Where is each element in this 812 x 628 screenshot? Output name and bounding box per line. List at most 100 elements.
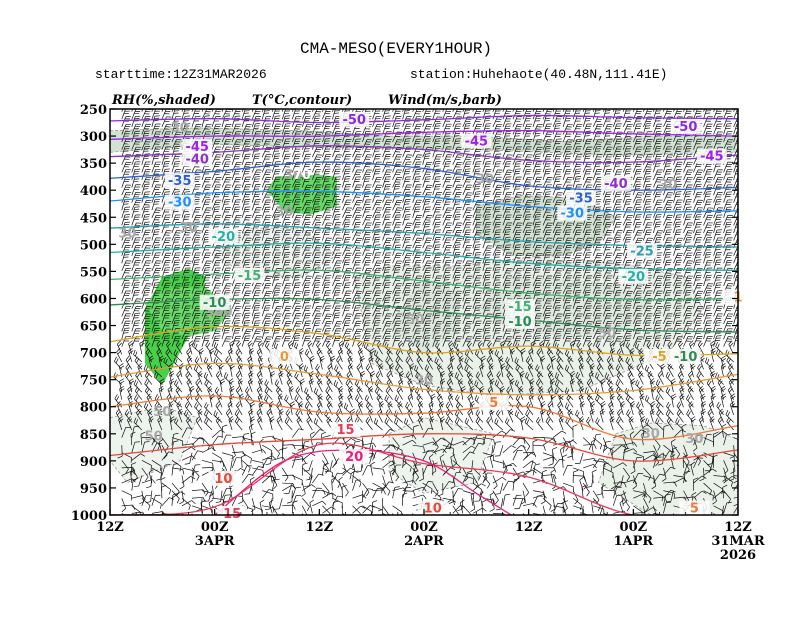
wind-barb bbox=[673, 109, 676, 112]
x-tick-label: 12Z bbox=[96, 520, 124, 535]
wind-barb bbox=[572, 109, 575, 112]
wind-barb bbox=[512, 116, 523, 127]
wind-barb bbox=[703, 139, 713, 150]
wind-barb bbox=[592, 131, 602, 143]
wind-barb bbox=[181, 109, 184, 112]
wind-barb bbox=[301, 109, 304, 112]
wind-barb bbox=[161, 124, 172, 135]
wind-barb bbox=[492, 116, 503, 128]
temp-contour-label: 5 bbox=[679, 500, 710, 517]
wind-barb bbox=[532, 109, 535, 112]
rh-contour-label: 30 bbox=[118, 227, 136, 242]
y-tick-label: 800 bbox=[80, 401, 107, 416]
wind-barb bbox=[362, 109, 364, 112]
wind-barb bbox=[141, 123, 152, 135]
wind-barb bbox=[171, 109, 180, 120]
y-tick-label: 300 bbox=[80, 130, 107, 145]
wind-barb bbox=[693, 109, 703, 120]
wind-barb bbox=[713, 131, 723, 143]
wind-barb bbox=[281, 115, 291, 127]
x-tick-label: 00Z bbox=[620, 520, 648, 535]
wind-barb bbox=[703, 109, 712, 120]
y-tick-label: 600 bbox=[80, 292, 107, 307]
station-label: station:Huhehaote(40.48N,111.41E) bbox=[410, 67, 667, 82]
wind-barb bbox=[312, 115, 321, 127]
wind-barb bbox=[151, 109, 154, 112]
temp-contour-label: -10 bbox=[504, 313, 535, 330]
wind-barb bbox=[522, 131, 532, 143]
wind-barb bbox=[151, 109, 161, 120]
wind-barb bbox=[141, 109, 144, 112]
y-tick-label: 850 bbox=[80, 428, 107, 443]
wind-barb bbox=[612, 116, 623, 127]
wind-barb bbox=[322, 109, 324, 112]
wind-barb bbox=[532, 115, 542, 127]
wind-barb bbox=[121, 109, 131, 120]
wind-barb bbox=[131, 130, 141, 143]
wind-barb bbox=[653, 109, 655, 112]
wind-barb bbox=[552, 109, 562, 120]
legend-temp: T(°C,contour) bbox=[252, 93, 352, 108]
wind-barb bbox=[312, 123, 322, 135]
wind-barb bbox=[693, 109, 695, 112]
y-tick-label: 750 bbox=[80, 374, 107, 389]
wind-barb bbox=[422, 115, 432, 127]
rh-contour-label: 30 bbox=[275, 205, 293, 220]
rh-contour-label: 30 bbox=[685, 432, 703, 447]
wind-barb bbox=[452, 109, 455, 112]
wind-barb bbox=[703, 109, 706, 112]
wind-barb bbox=[201, 124, 212, 135]
wind-barb bbox=[332, 139, 342, 150]
wind-barb bbox=[492, 131, 503, 143]
x-tick-date: 1APR bbox=[613, 534, 653, 549]
temp-contour-label: 0 bbox=[269, 349, 300, 365]
wind-barb bbox=[512, 109, 515, 112]
wind-barb bbox=[592, 123, 603, 135]
wind-barb bbox=[312, 138, 321, 150]
wind-barb bbox=[522, 123, 532, 135]
wind-barb bbox=[602, 109, 605, 112]
wind-barb bbox=[121, 109, 124, 112]
wind-barb bbox=[592, 109, 601, 120]
wind-barb bbox=[522, 109, 525, 112]
wind-barb bbox=[241, 124, 252, 135]
y-tick-label: 250 bbox=[80, 103, 107, 118]
wind-barb bbox=[552, 123, 562, 135]
x-tick-label: 12Z bbox=[306, 520, 334, 535]
x-tick-label: 00Z bbox=[410, 520, 438, 535]
x-tick-label: 12Z bbox=[724, 520, 752, 535]
wind-barb bbox=[663, 138, 673, 150]
wind-barb bbox=[663, 130, 672, 143]
temp-label-text: -40 bbox=[185, 152, 209, 167]
wind-barb bbox=[352, 131, 362, 143]
wind-barb bbox=[723, 109, 725, 112]
wind-barb bbox=[412, 116, 422, 127]
wind-barb bbox=[482, 123, 492, 135]
wind-barb bbox=[261, 123, 271, 135]
temp-label-text: -10 bbox=[674, 350, 698, 365]
rh-contour-label: 50 bbox=[598, 327, 616, 342]
wind-barb bbox=[542, 123, 552, 135]
wind-barb bbox=[392, 123, 401, 135]
wind-barb bbox=[201, 109, 204, 112]
temp-label-text: -50 bbox=[674, 120, 698, 135]
wind-barb bbox=[452, 138, 461, 150]
rh-contour-label: 50 bbox=[406, 313, 424, 328]
y-tick-label: 700 bbox=[80, 347, 107, 362]
y-tick-label: 650 bbox=[80, 320, 107, 335]
wind-barb bbox=[302, 124, 312, 135]
wind-barb bbox=[522, 115, 532, 127]
wind-barb bbox=[352, 109, 355, 112]
wind-barb bbox=[462, 123, 471, 135]
wind-barb bbox=[582, 109, 591, 120]
x-tick-date: 3APR bbox=[195, 534, 235, 549]
wind-barb bbox=[181, 109, 190, 120]
rh-region-30-11 bbox=[110, 406, 198, 483]
temp-contour-label: -20 bbox=[618, 268, 649, 285]
wind-barb bbox=[683, 145, 692, 158]
temp-contour-label: -25 bbox=[627, 243, 658, 259]
wind-barb bbox=[713, 109, 723, 120]
wind-barb bbox=[572, 123, 583, 135]
wind-barb bbox=[482, 109, 485, 112]
wind-barb bbox=[412, 138, 422, 150]
